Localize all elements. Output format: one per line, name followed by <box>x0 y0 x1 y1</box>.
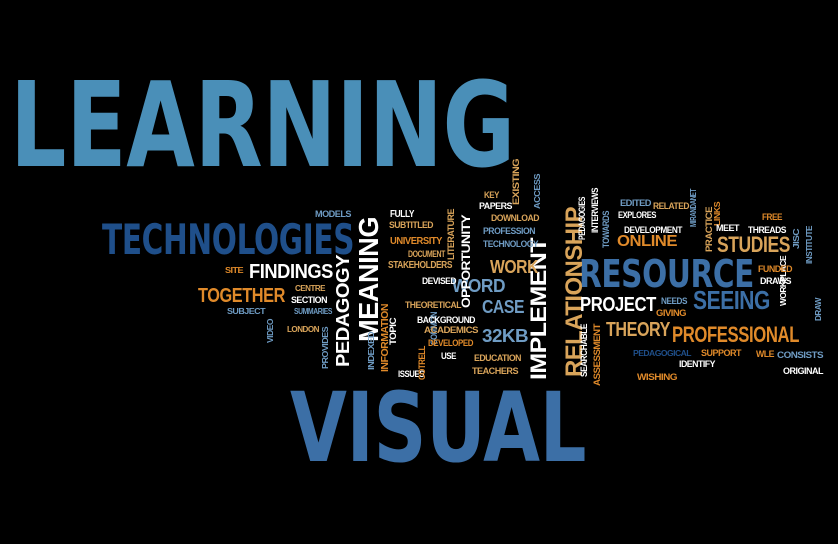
word-theory: THEORY <box>606 319 671 341</box>
word-findings: FINDINGS <box>249 261 333 283</box>
word-background: BACKGROUND <box>417 315 476 325</box>
word-development: DEVELOPMENT <box>624 225 682 235</box>
word-topic: TOPIC <box>388 317 398 345</box>
word-pedagogical: PEDAGOGICAL <box>633 349 692 358</box>
word-download: DOWNLOAD <box>491 213 539 223</box>
word-institute: INSTITUTE <box>805 226 814 264</box>
word-key: KEY <box>484 190 500 200</box>
word-devised: DEVISED <box>422 276 456 286</box>
word-meet: MEET <box>716 223 739 233</box>
word-technologies: TECHNOLOGIES <box>102 215 355 264</box>
word-online: ONLINE <box>617 233 678 250</box>
word-studies: STUDIES <box>717 232 791 257</box>
word-seeing: SEEING <box>693 285 770 315</box>
word-assessment: ASSESSMENT <box>592 324 602 386</box>
word-theoretical: THEORETICAL <box>405 300 461 310</box>
word-fully: FULLY <box>390 209 415 220</box>
word-consists: CONSISTS <box>777 350 824 360</box>
word-practice: PRACTICE <box>704 207 714 252</box>
word-together: TOGETHER <box>198 285 286 307</box>
word-towards: TOWARDS <box>601 210 611 248</box>
word-access: ACCESS <box>533 174 542 209</box>
word-technology: TECHNOLOGY <box>483 239 539 249</box>
word-stakeholders: STAKEHOLDERS <box>388 260 453 271</box>
word-related: RELATED <box>653 201 690 211</box>
word-site: SITE <box>225 266 244 275</box>
word-project: PROJECT <box>580 294 656 316</box>
word-pedagogy: PEDAGOGY <box>333 254 353 367</box>
word-giving: GIVING <box>656 308 687 318</box>
word-subtitled: SUBTITLED <box>389 220 434 230</box>
word-searchable: SEARCHABLE <box>579 324 589 377</box>
word-academics: ACADEMICS <box>424 325 479 335</box>
word-opportunity: OPPORTUNITY <box>459 214 473 308</box>
word-wishing: WISHING <box>637 372 678 382</box>
word-professional: PROFESSIONAL <box>672 322 800 347</box>
word-section: SECTION <box>291 295 328 305</box>
word-visual: VISUAL <box>290 372 587 484</box>
word-work: WORK <box>490 257 539 277</box>
word-funded: FUNDED <box>758 264 793 274</box>
word-london: LONDON <box>287 325 319 334</box>
word-literature: LITERATURE <box>446 209 456 260</box>
word-identify: IDENTIFY <box>679 359 716 369</box>
word-jisc: JISC <box>792 229 801 249</box>
word-needs: NEEDS <box>661 296 688 306</box>
word-indexed: INDEXED <box>367 332 376 370</box>
word-threads: THREADS <box>748 225 787 235</box>
word-university: UNIVERSITY <box>390 236 442 247</box>
word-learning: LEARNING <box>10 56 515 194</box>
word-profession: PROFESSION <box>483 226 536 236</box>
word-support: SUPPORT <box>701 348 742 358</box>
word-word: WORD <box>452 276 506 296</box>
word-document: DOCUMENT <box>408 249 446 259</box>
word-edited: EDITED <box>620 198 652 208</box>
word-models: MODELS <box>315 209 352 219</box>
word-provides: PROVIDES <box>321 326 330 369</box>
word-draw: DRAW <box>814 298 823 321</box>
word-video: VIDEO <box>266 319 275 343</box>
word-subject: SUBJECT <box>227 307 266 316</box>
word-teachers: TEACHERS <box>472 366 519 376</box>
word-wle: WLE <box>756 349 775 359</box>
word-summaries: SUMMARIES <box>294 307 332 316</box>
word-use: USE <box>441 351 457 361</box>
word-centre: CENTRE <box>295 284 326 293</box>
word-interviews: INTERVIEWS <box>590 188 600 233</box>
word-pedagogies: PEDAGOGIES <box>577 196 587 240</box>
word-explores: EXPLORES <box>618 210 656 220</box>
word-32kb: 32KB <box>482 326 529 346</box>
word-cotrell: COTRELL <box>417 345 427 380</box>
word-resource: RESOURCE <box>579 252 754 296</box>
word-meaning: MEANING <box>353 216 384 342</box>
word-original: ORIGINAL <box>783 366 824 376</box>
word-education: EDUCATION <box>474 353 521 363</box>
word-free: FREE <box>762 212 782 222</box>
word-case: CASE <box>482 297 525 317</box>
word-issues: ISSUES <box>398 369 424 379</box>
word-draws: DRAWS <box>760 276 792 286</box>
word-papers: PAPERS <box>479 201 513 211</box>
word-mirandanet: MIRANDANET <box>689 188 698 227</box>
word-developed: DEVELOPED <box>428 338 473 348</box>
word-existing: EXISTING <box>511 159 521 205</box>
